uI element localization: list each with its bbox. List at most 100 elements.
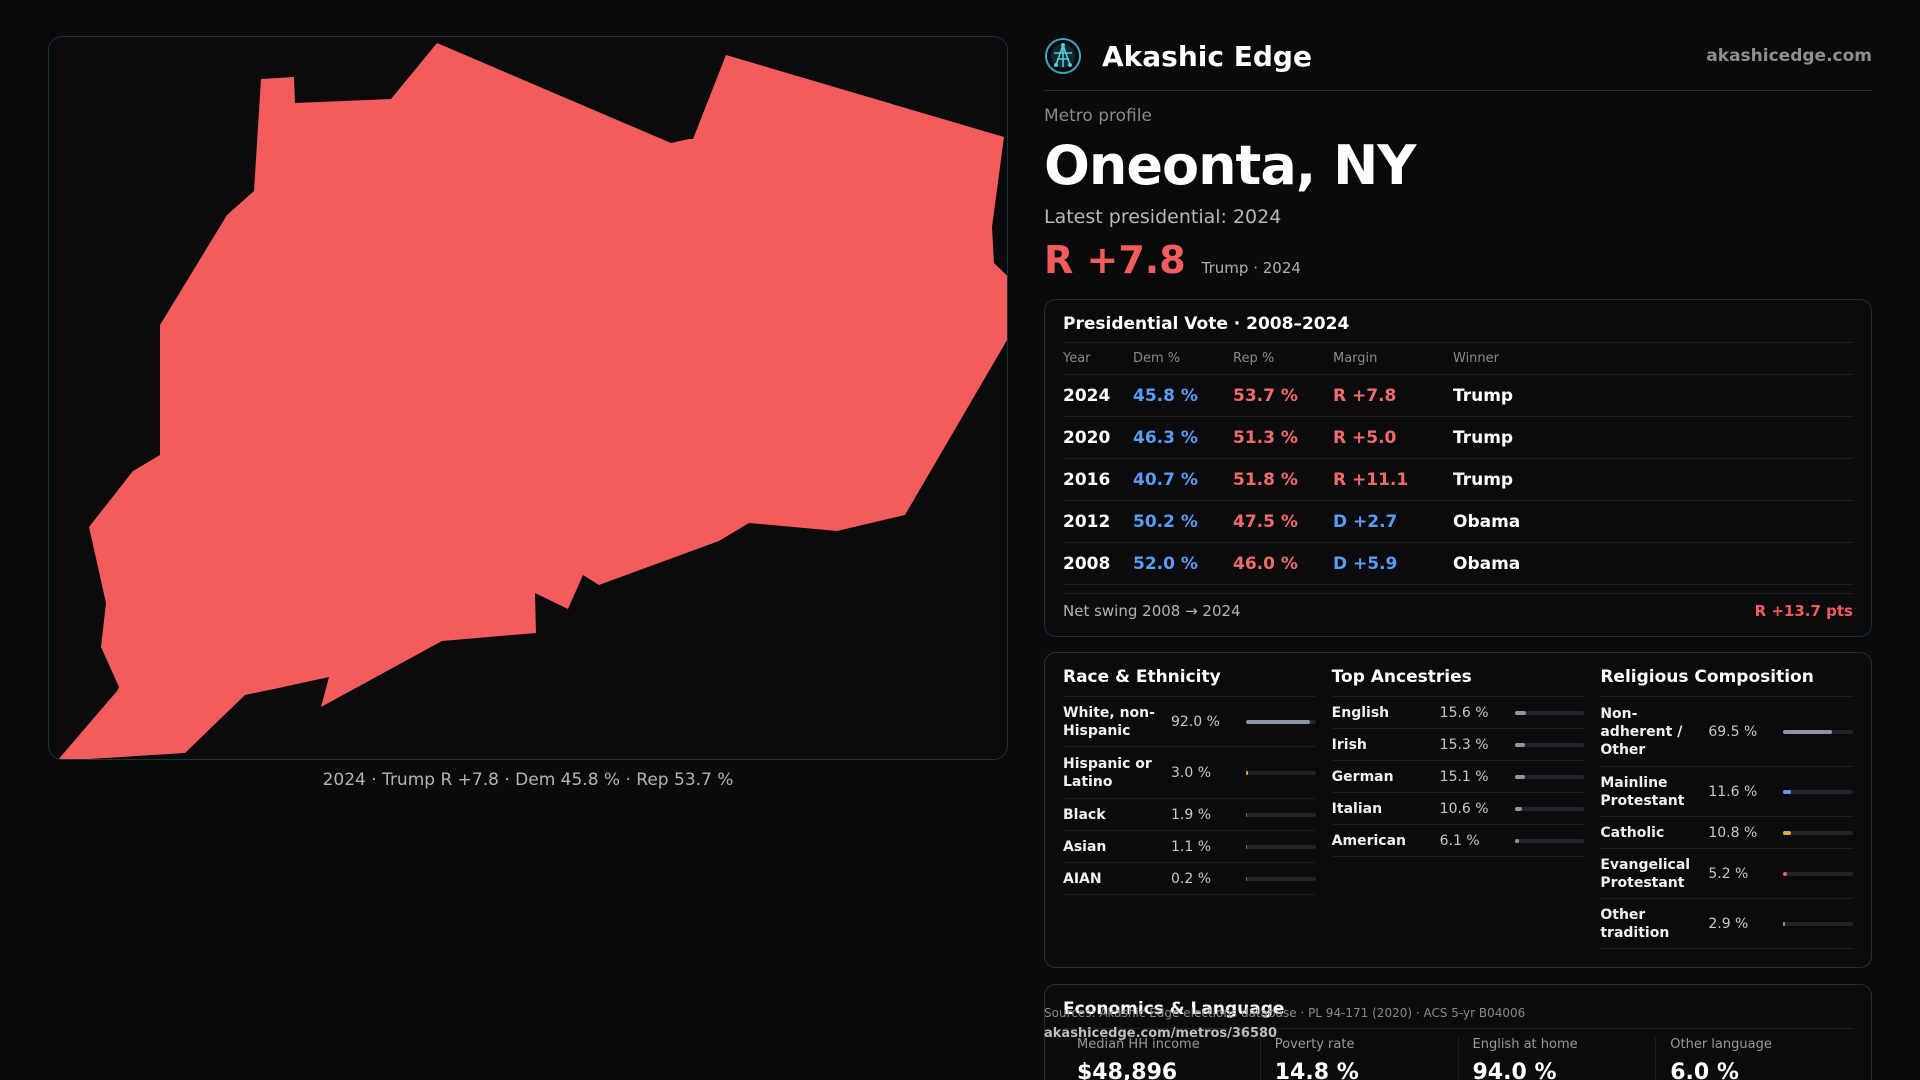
religion-label: Non-adherent / Other	[1600, 705, 1683, 758]
header-divider	[1044, 90, 1872, 91]
vote-row-2020[interactable]: 2020 46.3 % 51.3 % R +5.0 Trump	[1063, 416, 1853, 459]
economics-value: 94.0 %	[1472, 1060, 1557, 1080]
vote-card-title: Presidential Vote · 2008–2024	[1063, 314, 1350, 334]
eyebrow-label: Metro profile	[1044, 106, 1152, 126]
ancestry-bar-track	[1514, 774, 1585, 779]
vote-dem-pct: 46.3 %	[1133, 416, 1233, 459]
vote-winner: Trump	[1453, 416, 1853, 459]
ancestries-section: Top Ancestries English 15.6 % Irish 15.3 % G…	[1331, 667, 1585, 953]
religion-bar-track	[1783, 729, 1854, 734]
vote-rep-pct: 53.7 %	[1233, 374, 1333, 417]
net-swing-label: Net swing 2008 → 2024	[1063, 602, 1241, 620]
race-bar-fill	[1246, 719, 1311, 724]
vote-row-2024[interactable]: 2024 45.8 % 53.7 % R +7.8 Trump	[1063, 374, 1853, 417]
brand-url-link[interactable]: akashicedge.com	[1706, 46, 1872, 66]
race-label: Hispanic or Latino	[1063, 755, 1152, 790]
ancestry-bar-track	[1514, 710, 1585, 715]
col-year: Year	[1063, 342, 1133, 375]
religion-label: Evangelical Protestant	[1600, 856, 1691, 891]
vote-winner: Trump	[1453, 374, 1853, 417]
vote-dem-pct: 40.7 %	[1133, 458, 1233, 501]
religion-label: Catholic	[1600, 824, 1665, 841]
economics-label: Median HH income	[1077, 1037, 1200, 1052]
economics-label: English at home	[1472, 1037, 1578, 1052]
race-value: 92.0 %	[1171, 713, 1220, 730]
religion-bar-track	[1783, 830, 1854, 835]
vote-margin: R +11.1	[1333, 458, 1453, 501]
ancestries-title: Top Ancestries	[1331, 667, 1585, 697]
ancestry-row: American 6.1 %	[1331, 825, 1585, 857]
ancestry-bar-fill	[1514, 838, 1519, 843]
vote-rep-pct: 51.3 %	[1233, 416, 1333, 459]
religion-bar-fill	[1783, 921, 1786, 926]
ancestry-bar-fill	[1514, 774, 1526, 779]
vote-dem-pct: 50.2 %	[1133, 500, 1233, 543]
col-rep: Rep %	[1233, 342, 1333, 375]
economics-title: Economics & Language	[1063, 999, 1853, 1029]
demographics-card: Race & Ethnicity White, non-Hispanic 92.0…	[1044, 652, 1872, 968]
brand-name[interactable]: Akashic Edge	[1102, 39, 1312, 73]
vote-row-2012[interactable]: 2012 50.2 % 47.5 % D +2.7 Obama	[1063, 500, 1853, 543]
ancestry-label: Italian	[1331, 800, 1383, 817]
metro-map-panel[interactable]	[48, 36, 1008, 760]
vote-winner: Trump	[1453, 458, 1853, 501]
economics-cell: Other language 6.0 %	[1655, 1037, 1853, 1080]
religion-bar-fill	[1783, 871, 1787, 876]
ancestry-value: 15.3 %	[1439, 736, 1489, 753]
vote-margin: R +7.8	[1333, 374, 1453, 417]
ancestry-label: American	[1331, 832, 1407, 849]
vote-year: 2008	[1063, 542, 1133, 585]
religion-row: Mainline Protestant 11.6 %	[1600, 767, 1854, 817]
religion-row: Other tradition 2.9 %	[1600, 899, 1854, 949]
vote-rep-pct: 46.0 %	[1233, 542, 1333, 585]
race-row: Hispanic or Latino 3.0 %	[1063, 747, 1316, 799]
vote-margin: D +5.9	[1333, 542, 1453, 585]
ancestry-label: English	[1331, 704, 1390, 721]
vote-year: 2020	[1063, 416, 1133, 459]
vote-rep-pct: 51.8 %	[1233, 458, 1333, 501]
race-bar-track	[1246, 719, 1316, 724]
religion-bar-fill	[1783, 729, 1832, 734]
sources-note: Sources: Akashic Edge elections database…	[1044, 1006, 1526, 1020]
race-label: White, non-Hispanic	[1063, 704, 1155, 739]
vote-table-header: Year Dem % Rep % Margin Winner	[1063, 342, 1853, 375]
county-shape[interactable]	[57, 43, 1008, 760]
vote-row-2008[interactable]: 2008 52.0 % 46.0 % D +5.9 Obama	[1063, 542, 1853, 585]
ancestry-label: Irish	[1331, 736, 1367, 753]
race-label: Asian	[1063, 838, 1107, 855]
race-bar-track	[1246, 770, 1316, 775]
religion-value: 11.6 %	[1708, 783, 1758, 800]
network-globe-icon[interactable]	[1044, 37, 1082, 75]
col-margin: Margin	[1333, 342, 1453, 375]
margin-subtitle: Trump · 2024	[1201, 259, 1301, 277]
ancestry-value: 15.1 %	[1439, 768, 1489, 785]
race-bar-fill	[1246, 844, 1247, 849]
ancestry-row: Italian 10.6 %	[1331, 793, 1585, 825]
race-ethnicity-title: Race & Ethnicity	[1063, 667, 1316, 697]
latest-margin: R +7.8 Trump · 2024	[1044, 238, 1872, 282]
vote-year: 2012	[1063, 500, 1133, 543]
net-swing-row: Net swing 2008 → 2024 R +13.7 pts	[1063, 593, 1853, 620]
religion-row: Non-adherent / Other 69.5 %	[1600, 697, 1854, 767]
vote-row-2016[interactable]: 2016 40.7 % 51.8 % R +11.1 Trump	[1063, 458, 1853, 501]
page-title: Oneonta, NY	[1044, 134, 1416, 197]
religion-bar-fill	[1783, 830, 1791, 835]
ancestry-value: 6.1 %	[1439, 832, 1480, 849]
ancestry-bar-fill	[1514, 710, 1526, 715]
col-dem: Dem %	[1133, 342, 1233, 375]
religion-value: 2.9 %	[1708, 915, 1749, 932]
religion-row: Evangelical Protestant 5.2 %	[1600, 849, 1854, 899]
ancestry-value: 15.6 %	[1439, 704, 1489, 721]
presidential-vote-card: Presidential Vote · 2008–2024 Year Dem %…	[1044, 299, 1872, 637]
religion-title: Religious Composition	[1600, 667, 1854, 697]
religion-bar-fill	[1783, 789, 1792, 794]
vote-margin: D +2.7	[1333, 500, 1453, 543]
economics-cell: English at home 94.0 %	[1457, 1037, 1656, 1080]
metro-url-link[interactable]: akashicedge.com/metros/36580	[1044, 1026, 1278, 1041]
ancestry-row: Irish 15.3 %	[1331, 729, 1585, 761]
map-caption: 2024 · Trump R +7.8 · Dem 45.8 % · Rep 5…	[322, 770, 734, 790]
vote-margin: R +5.0	[1333, 416, 1453, 459]
economics-card: Economics & Language Median HH income $48…	[1044, 984, 1872, 1080]
race-bar-track	[1246, 844, 1316, 849]
race-row: White, non-Hispanic 92.0 %	[1063, 697, 1316, 747]
